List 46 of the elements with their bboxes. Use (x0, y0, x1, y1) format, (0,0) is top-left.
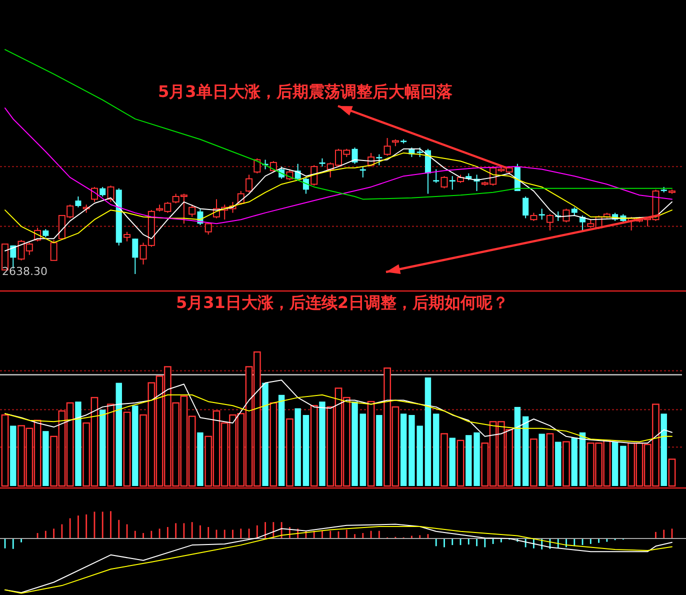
bar (107, 404, 114, 487)
bar (262, 382, 268, 486)
text: 5月31日大涨，后连续2日调整，后期如何呢？ (176, 293, 509, 312)
bar (474, 432, 480, 486)
bar (538, 434, 545, 486)
bar (522, 416, 529, 486)
bar (100, 410, 106, 486)
annotation: 2638.30 (2, 265, 48, 278)
bar (555, 442, 562, 486)
bar (562, 441, 570, 487)
bar (424, 377, 432, 486)
bar (360, 414, 366, 486)
bar (440, 433, 448, 487)
text: 5月3单日大涨，后期震荡调整后大幅回落 (158, 82, 452, 101)
bar (449, 438, 456, 486)
bar (42, 431, 49, 486)
bar (302, 414, 310, 486)
bar (123, 412, 131, 487)
bar (546, 433, 554, 487)
bar (466, 435, 472, 486)
bar (376, 414, 382, 486)
bar (514, 406, 521, 486)
bar (456, 440, 464, 487)
bar (660, 414, 667, 486)
bar (116, 382, 122, 486)
bar (132, 406, 138, 486)
bar (310, 405, 318, 487)
bar (294, 408, 301, 486)
bar (579, 432, 586, 486)
bar (620, 446, 626, 486)
bar (10, 426, 16, 486)
bar (668, 458, 676, 487)
bar (319, 402, 326, 486)
bar (278, 394, 285, 486)
bar (367, 400, 375, 487)
bar (433, 414, 440, 486)
bar (1, 414, 9, 487)
bar (400, 414, 407, 486)
bar (75, 402, 82, 486)
bar (530, 438, 538, 487)
bar (270, 402, 278, 487)
bar (197, 432, 204, 486)
bar (352, 402, 358, 486)
bar (286, 418, 294, 487)
bar (612, 442, 618, 486)
bar (571, 438, 578, 486)
